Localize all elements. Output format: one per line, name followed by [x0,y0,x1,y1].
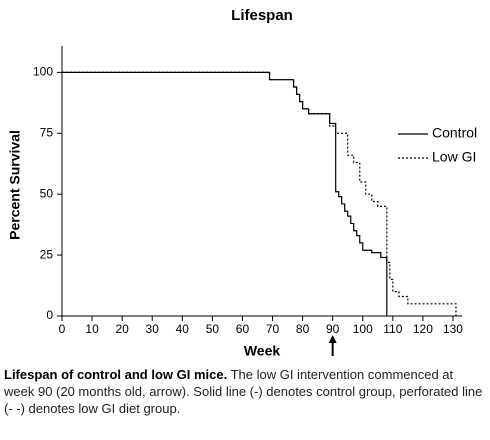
x-tick-label: 130 [443,322,463,336]
x-tick-label: 40 [176,322,190,336]
x-tick-label: 80 [296,322,310,336]
x-tick-label: 10 [85,322,99,336]
x-axis-label: Week [244,343,281,359]
caption: Lifespan of control and low GI mice. The… [4,366,486,417]
y-axis-label: Percent Survival [7,130,23,240]
x-tick-label: 70 [266,322,280,336]
y-tick-label: 100 [33,65,53,79]
chart: Lifespan Week Percent Survival 0 25 50 75 10… [7,7,477,359]
legend-label: Low GI [432,149,476,165]
x-tick-label: 30 [146,322,160,336]
caption-text: The low GI intervention commenced at wee… [4,367,483,416]
arrow-head [328,335,337,343]
x-tick-label: 20 [115,322,129,336]
y-tick-label: 0 [46,308,53,322]
y-tick-label: 50 [40,186,54,200]
x-tick-label: 110 [383,322,402,336]
survival-line [62,71,457,316]
y-tick-label: 75 [40,125,54,139]
x-tick-label: 60 [236,322,250,336]
survival-line [62,71,388,316]
x-tick-label: 0 [59,322,66,336]
x-tick-label: 100 [353,322,373,336]
y-tick-label: 25 [40,247,54,261]
x-tick-label: 90 [326,322,340,336]
legend-label: Control [432,125,477,141]
x-tick-label: 120 [413,322,433,336]
x-tick-label: 50 [206,322,220,336]
chart-title: Lifespan [231,7,293,24]
caption-title: Lifespan of control and low GI mice. [4,367,228,382]
